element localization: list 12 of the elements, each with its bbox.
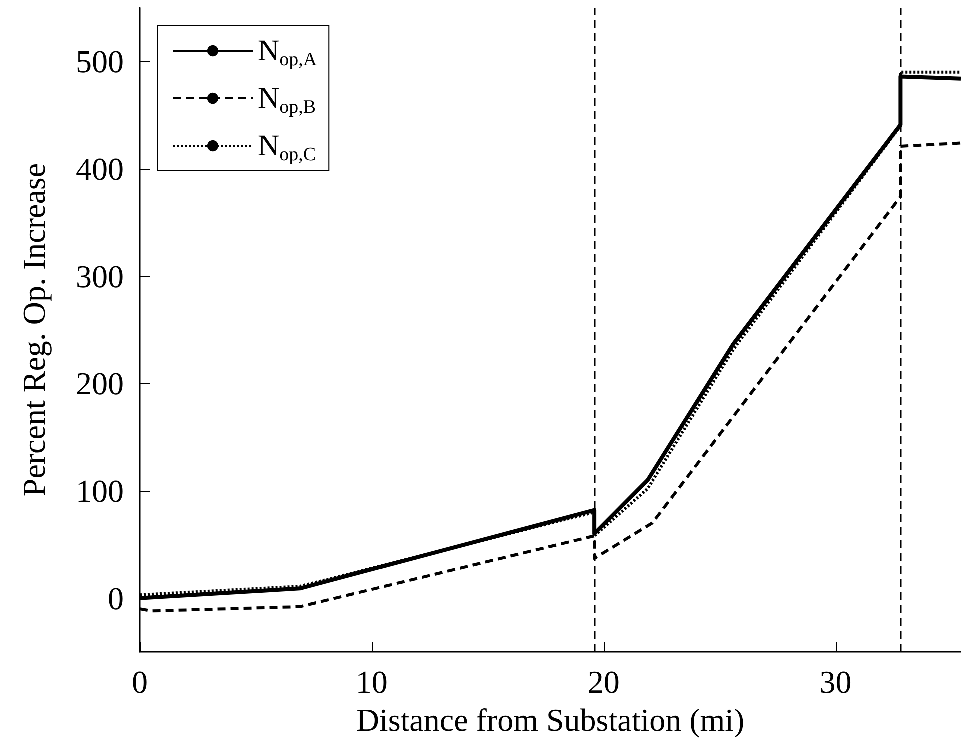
y-axis-title: Percent Reg. Op. Increase bbox=[16, 163, 52, 497]
y-tick-label: 200 bbox=[76, 366, 124, 402]
y-tick-label: 100 bbox=[76, 473, 124, 509]
y-tick-label: 500 bbox=[76, 44, 124, 80]
x-tick-label: 20 bbox=[588, 664, 620, 700]
x-tick-label: 30 bbox=[820, 664, 852, 700]
y-tick-label: 400 bbox=[76, 151, 124, 187]
y-tick-label: 0 bbox=[108, 580, 124, 616]
y-tick-label: 300 bbox=[76, 258, 124, 294]
x-tick-label: 0 bbox=[132, 664, 148, 700]
x-tick-label: 10 bbox=[356, 664, 388, 700]
x-axis-title: Distance from Substation (mi) bbox=[356, 702, 745, 738]
